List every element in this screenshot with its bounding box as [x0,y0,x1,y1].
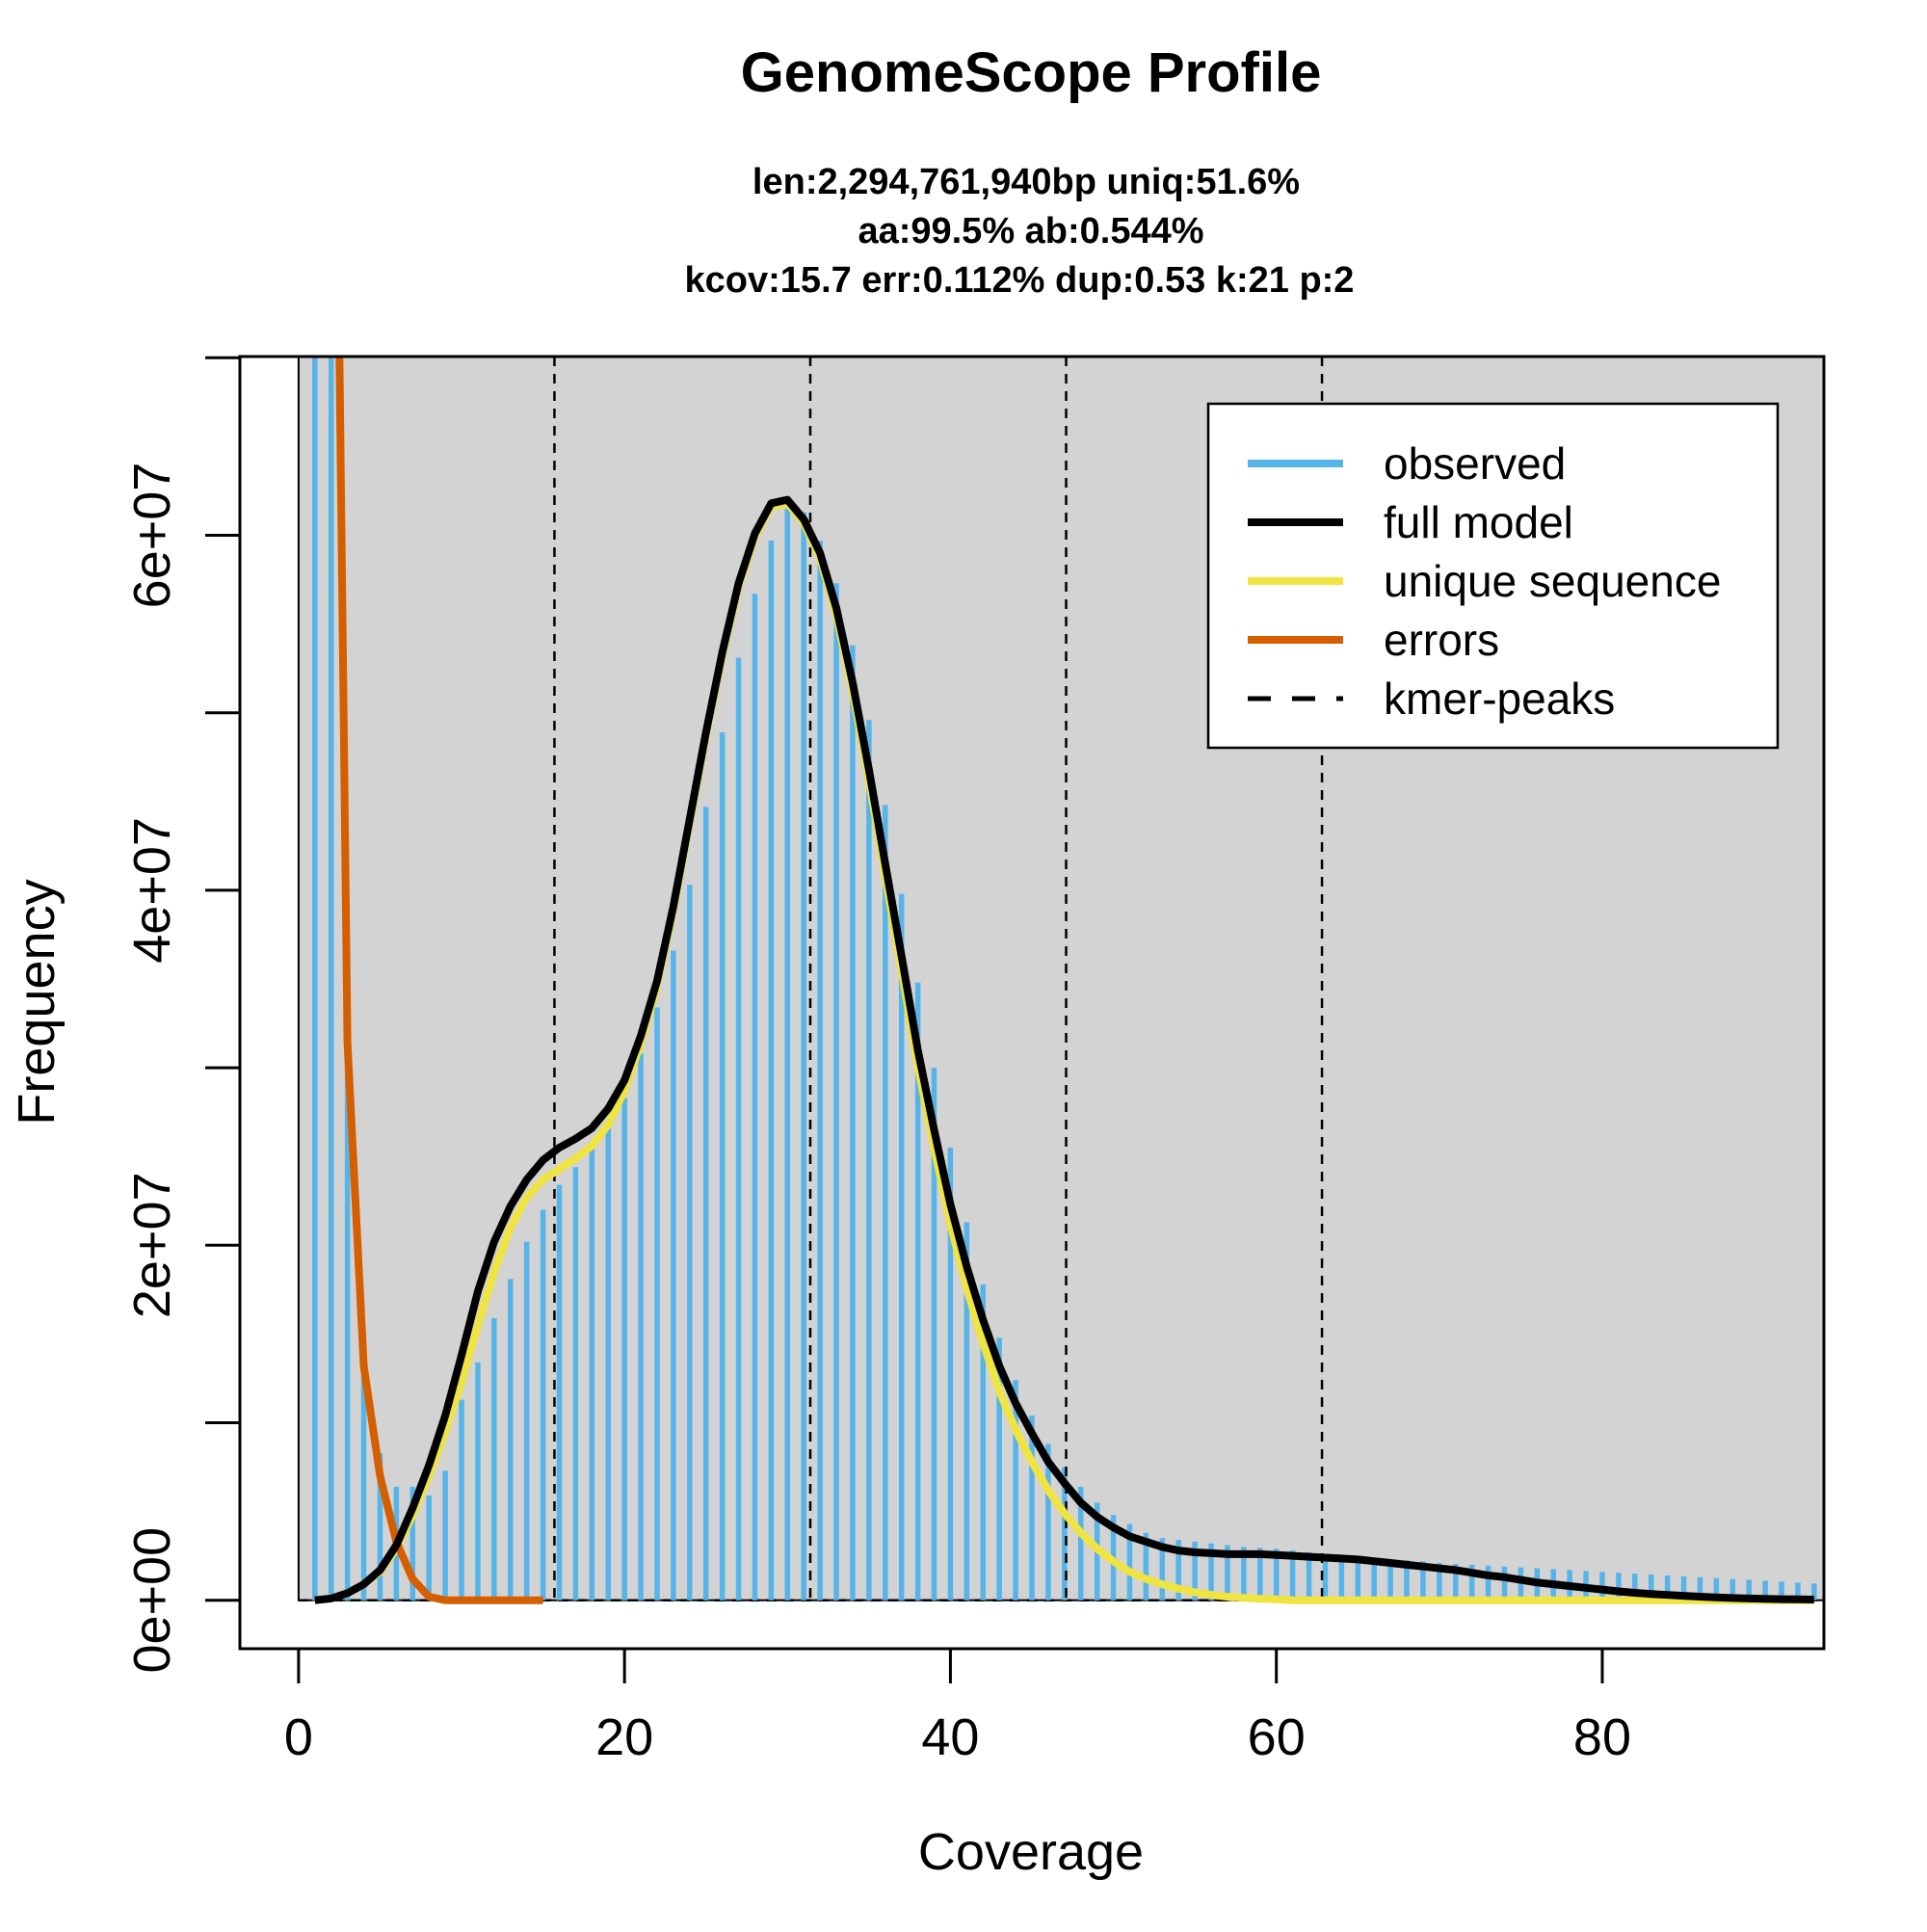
y-axis-label: Frequency [8,879,66,1125]
x-tick-label: 40 [921,1708,979,1766]
x-tick-label: 0 [284,1708,313,1766]
model-line [335,357,543,1604]
x-axis-label: Coverage [918,1823,1144,1881]
subtitle: len:2,294,761,940bp uniq:51.6% [752,162,1300,202]
y-tick-label: 2e+07 [123,1172,181,1318]
model-line [314,495,1814,1604]
subtitle: kcov:15.7 err:0.112% dup:0.53 k:21 p:2 [685,260,1355,301]
legend-label: observed [1384,438,1566,489]
x-tick-label: 80 [1573,1708,1631,1766]
plot-area [298,357,1824,1604]
x-tick-label: 60 [1248,1708,1306,1766]
model-line [314,499,1814,1604]
legend-label: errors [1384,615,1499,665]
legend-label: unique sequence [1384,556,1721,606]
y-tick-label: 0e+00 [123,1527,181,1674]
legend: observed full model unique sequence errors k… [1206,402,1780,750]
subtitle: aa:99.5% ab:0.544% [858,211,1203,251]
plot-frame [238,355,1826,1651]
y-tick-label: 6e+07 [123,463,181,609]
chart-title: GenomeScope Profile [741,41,1322,104]
legend-label: kmer-peaks [1384,674,1615,724]
axes: 0 20 40 60 80 0e+00 2e+07 4e+07 6e+07 [123,356,1631,1766]
x-tick-label: 20 [595,1708,653,1766]
y-tick-label: 4e+07 [123,817,181,964]
legend-label: full model [1384,497,1573,547]
